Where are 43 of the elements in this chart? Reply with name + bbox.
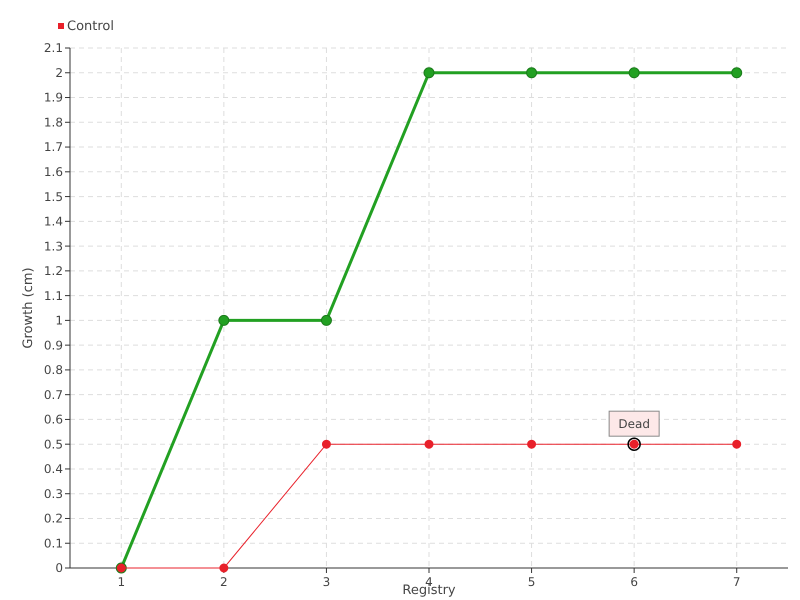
- point: [527, 440, 536, 449]
- y-tick-label: 0.1: [44, 536, 63, 550]
- y-tick-label: 1.4: [44, 214, 63, 229]
- x-tick-label: 2: [220, 575, 228, 589]
- y-tick-label: 2.1: [44, 41, 63, 56]
- y-tick-label: 0.8: [44, 363, 63, 378]
- y-tick-label: 1.5: [44, 190, 63, 204]
- y-tick-label: 1.9: [44, 90, 63, 105]
- point: [628, 67, 640, 78]
- y-tick-label: 0.2: [44, 512, 63, 526]
- point: [732, 440, 742, 449]
- y-tick-label: 0.4: [44, 462, 63, 476]
- y-tick-label: 1.3: [44, 239, 63, 254]
- x-tick-label: 3: [322, 575, 330, 589]
- y-tick-label: 1.1: [44, 288, 63, 303]
- x-tick-label: 1: [117, 575, 126, 589]
- y-tick-label: 1: [55, 314, 63, 328]
- legend-label: Control: [67, 19, 114, 34]
- y-tick-label: 2: [55, 66, 63, 80]
- y-tick-label: 1.2: [44, 264, 63, 278]
- x-axis-title: Registry: [402, 583, 456, 598]
- point: [526, 67, 538, 78]
- point: [731, 67, 742, 78]
- annotation: Dead: [618, 417, 650, 432]
- point: [218, 314, 230, 326]
- y-tick-label: 0.5: [44, 437, 63, 452]
- y-tick-label: 1.8: [44, 115, 63, 130]
- y-tick-label: 1.7: [44, 140, 63, 154]
- point: [322, 440, 331, 449]
- x-tick-label: 7: [732, 575, 741, 589]
- y-axis-title: Growth (cm): [21, 267, 36, 349]
- y-tick-label: 0.3: [44, 486, 63, 501]
- point: [320, 314, 332, 326]
- y-tick-label: 0.9: [44, 338, 63, 352]
- y-tick-label: 0.6: [44, 412, 63, 427]
- y-tick-label: 0.7: [44, 388, 63, 402]
- x-tick-label: 5: [528, 575, 536, 589]
- point: [219, 564, 228, 572]
- point: [424, 67, 434, 78]
- x-tick-label: 6: [630, 575, 638, 589]
- y-tick-label: 1.6: [44, 165, 63, 180]
- y-tick-label: 0: [55, 561, 63, 576]
- point: [424, 440, 434, 449]
